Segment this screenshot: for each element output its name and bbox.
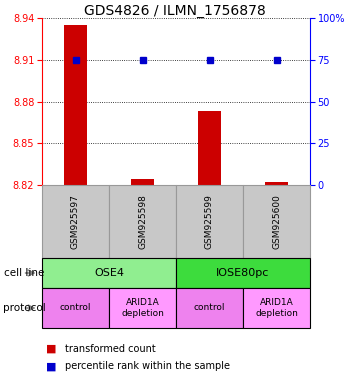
Text: ARID1A
depletion: ARID1A depletion: [255, 298, 298, 318]
Text: OSE4: OSE4: [94, 268, 124, 278]
Bar: [109, 185, 176, 258]
Bar: [109, 288, 176, 328]
Text: ■: ■: [46, 344, 56, 354]
Bar: [131, 179, 154, 185]
Text: transformed count: transformed count: [65, 344, 155, 354]
Bar: [42, 185, 109, 258]
Bar: [176, 258, 310, 288]
Text: protocol: protocol: [4, 303, 46, 313]
Bar: [243, 185, 310, 258]
Text: GSM925598: GSM925598: [138, 194, 147, 249]
Text: GSM925597: GSM925597: [71, 194, 80, 249]
Text: cell line: cell line: [4, 268, 44, 278]
Text: control: control: [194, 303, 225, 313]
Bar: [243, 288, 310, 328]
Bar: [42, 288, 109, 328]
Bar: [176, 288, 243, 328]
Bar: [176, 185, 243, 258]
Bar: [265, 182, 288, 185]
Text: GDS4826 / ILMN_1756878: GDS4826 / ILMN_1756878: [84, 4, 266, 18]
Text: GSM925600: GSM925600: [272, 194, 281, 249]
Text: GSM925599: GSM925599: [205, 194, 214, 249]
Text: ■: ■: [46, 361, 56, 371]
Bar: [42, 258, 176, 288]
Text: ARID1A
depletion: ARID1A depletion: [121, 298, 164, 318]
Bar: [64, 25, 87, 185]
Text: percentile rank within the sample: percentile rank within the sample: [65, 361, 230, 371]
Text: IOSE80pc: IOSE80pc: [216, 268, 270, 278]
Bar: [198, 111, 221, 185]
Text: control: control: [60, 303, 91, 313]
